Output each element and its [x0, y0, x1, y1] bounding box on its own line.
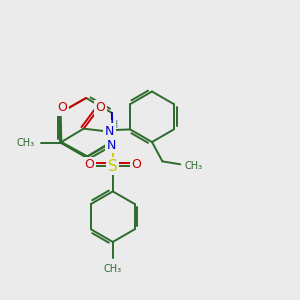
Text: N: N	[105, 124, 114, 137]
Text: O: O	[96, 101, 106, 114]
Text: O: O	[132, 158, 142, 171]
Text: O: O	[57, 101, 67, 114]
Text: O: O	[85, 158, 94, 171]
Text: H: H	[110, 120, 118, 130]
Text: N: N	[106, 139, 116, 152]
Text: S: S	[108, 159, 118, 174]
Text: CH₃: CH₃	[185, 161, 203, 171]
Text: CH₃: CH₃	[16, 138, 34, 148]
Text: CH₃: CH₃	[104, 264, 122, 274]
